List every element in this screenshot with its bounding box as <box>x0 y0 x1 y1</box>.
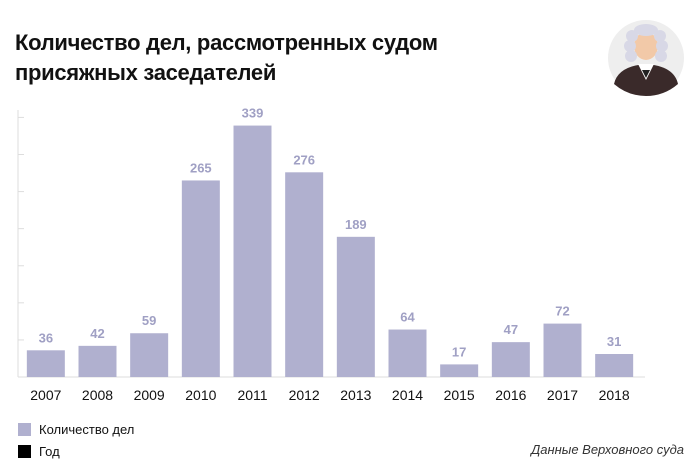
legend-label-series: Количество дел <box>39 422 135 437</box>
x-tick-label-2011: 2011 <box>237 387 267 403</box>
x-tick-label-2013: 2013 <box>340 387 371 403</box>
x-tick-label-2017: 2017 <box>547 387 578 403</box>
bar-2014 <box>388 329 427 377</box>
x-tick-label-2016: 2016 <box>495 387 526 403</box>
bar-2017 <box>543 323 582 377</box>
bar-2015 <box>440 364 479 377</box>
x-tick-label-2008: 2008 <box>82 387 113 403</box>
x-tick-label-2009: 2009 <box>134 387 165 403</box>
bar-2013 <box>336 236 375 377</box>
bar-2008 <box>78 345 117 377</box>
data-label-2015: 17 <box>452 344 466 359</box>
x-tick-label-2012: 2012 <box>289 387 320 403</box>
legend-item-year: Год <box>18 444 60 459</box>
axis-layer <box>17 110 645 378</box>
x-tick-label-2007: 2007 <box>30 387 61 403</box>
legend-item-series: Количество дел <box>18 422 134 437</box>
data-label-2016: 47 <box>504 322 518 337</box>
bars-layer <box>26 125 634 377</box>
chart-title: Количество дел, рассмотренных судом прис… <box>15 30 438 85</box>
data-label-2010: 265 <box>190 160 212 175</box>
data-label-2009: 59 <box>142 313 156 328</box>
data-label-2007: 36 <box>39 330 53 345</box>
bar-2012 <box>285 172 324 377</box>
x-tick-label-2018: 2018 <box>599 387 630 403</box>
data-label-2014: 64 <box>400 310 415 325</box>
legend-swatch-series <box>18 423 31 436</box>
data-label-2012: 276 <box>293 152 315 167</box>
bar-2018 <box>595 354 634 377</box>
bar-2011 <box>233 125 272 377</box>
x-tick-label-2010: 2010 <box>185 387 216 403</box>
data-label-2017: 72 <box>555 304 569 319</box>
x-tick-label-2014: 2014 <box>392 387 423 403</box>
data-label-2008: 42 <box>90 326 104 341</box>
bar-2007 <box>26 350 65 377</box>
x-tick-label-2015: 2015 <box>444 387 475 403</box>
data-label-2011: 339 <box>242 106 264 121</box>
data-label-2018: 31 <box>607 334 621 349</box>
source-note: Данные Верховного суда <box>531 442 684 457</box>
legend-label-year: Год <box>39 444 60 459</box>
bar-2009 <box>130 333 169 377</box>
bar-2010 <box>181 180 220 377</box>
bar-2016 <box>491 342 530 377</box>
ticks-layer: 2007 2008 2009 2010 2011 2012 2013 2014 2015 2016… <box>30 387 630 403</box>
labels-layer: 36 42 59 265 339 276 189 64 17 47 72 31 <box>39 106 622 360</box>
judge-in-wig-icon <box>608 20 684 96</box>
data-label-2013: 189 <box>345 217 367 232</box>
legend-swatch-year <box>18 445 31 458</box>
